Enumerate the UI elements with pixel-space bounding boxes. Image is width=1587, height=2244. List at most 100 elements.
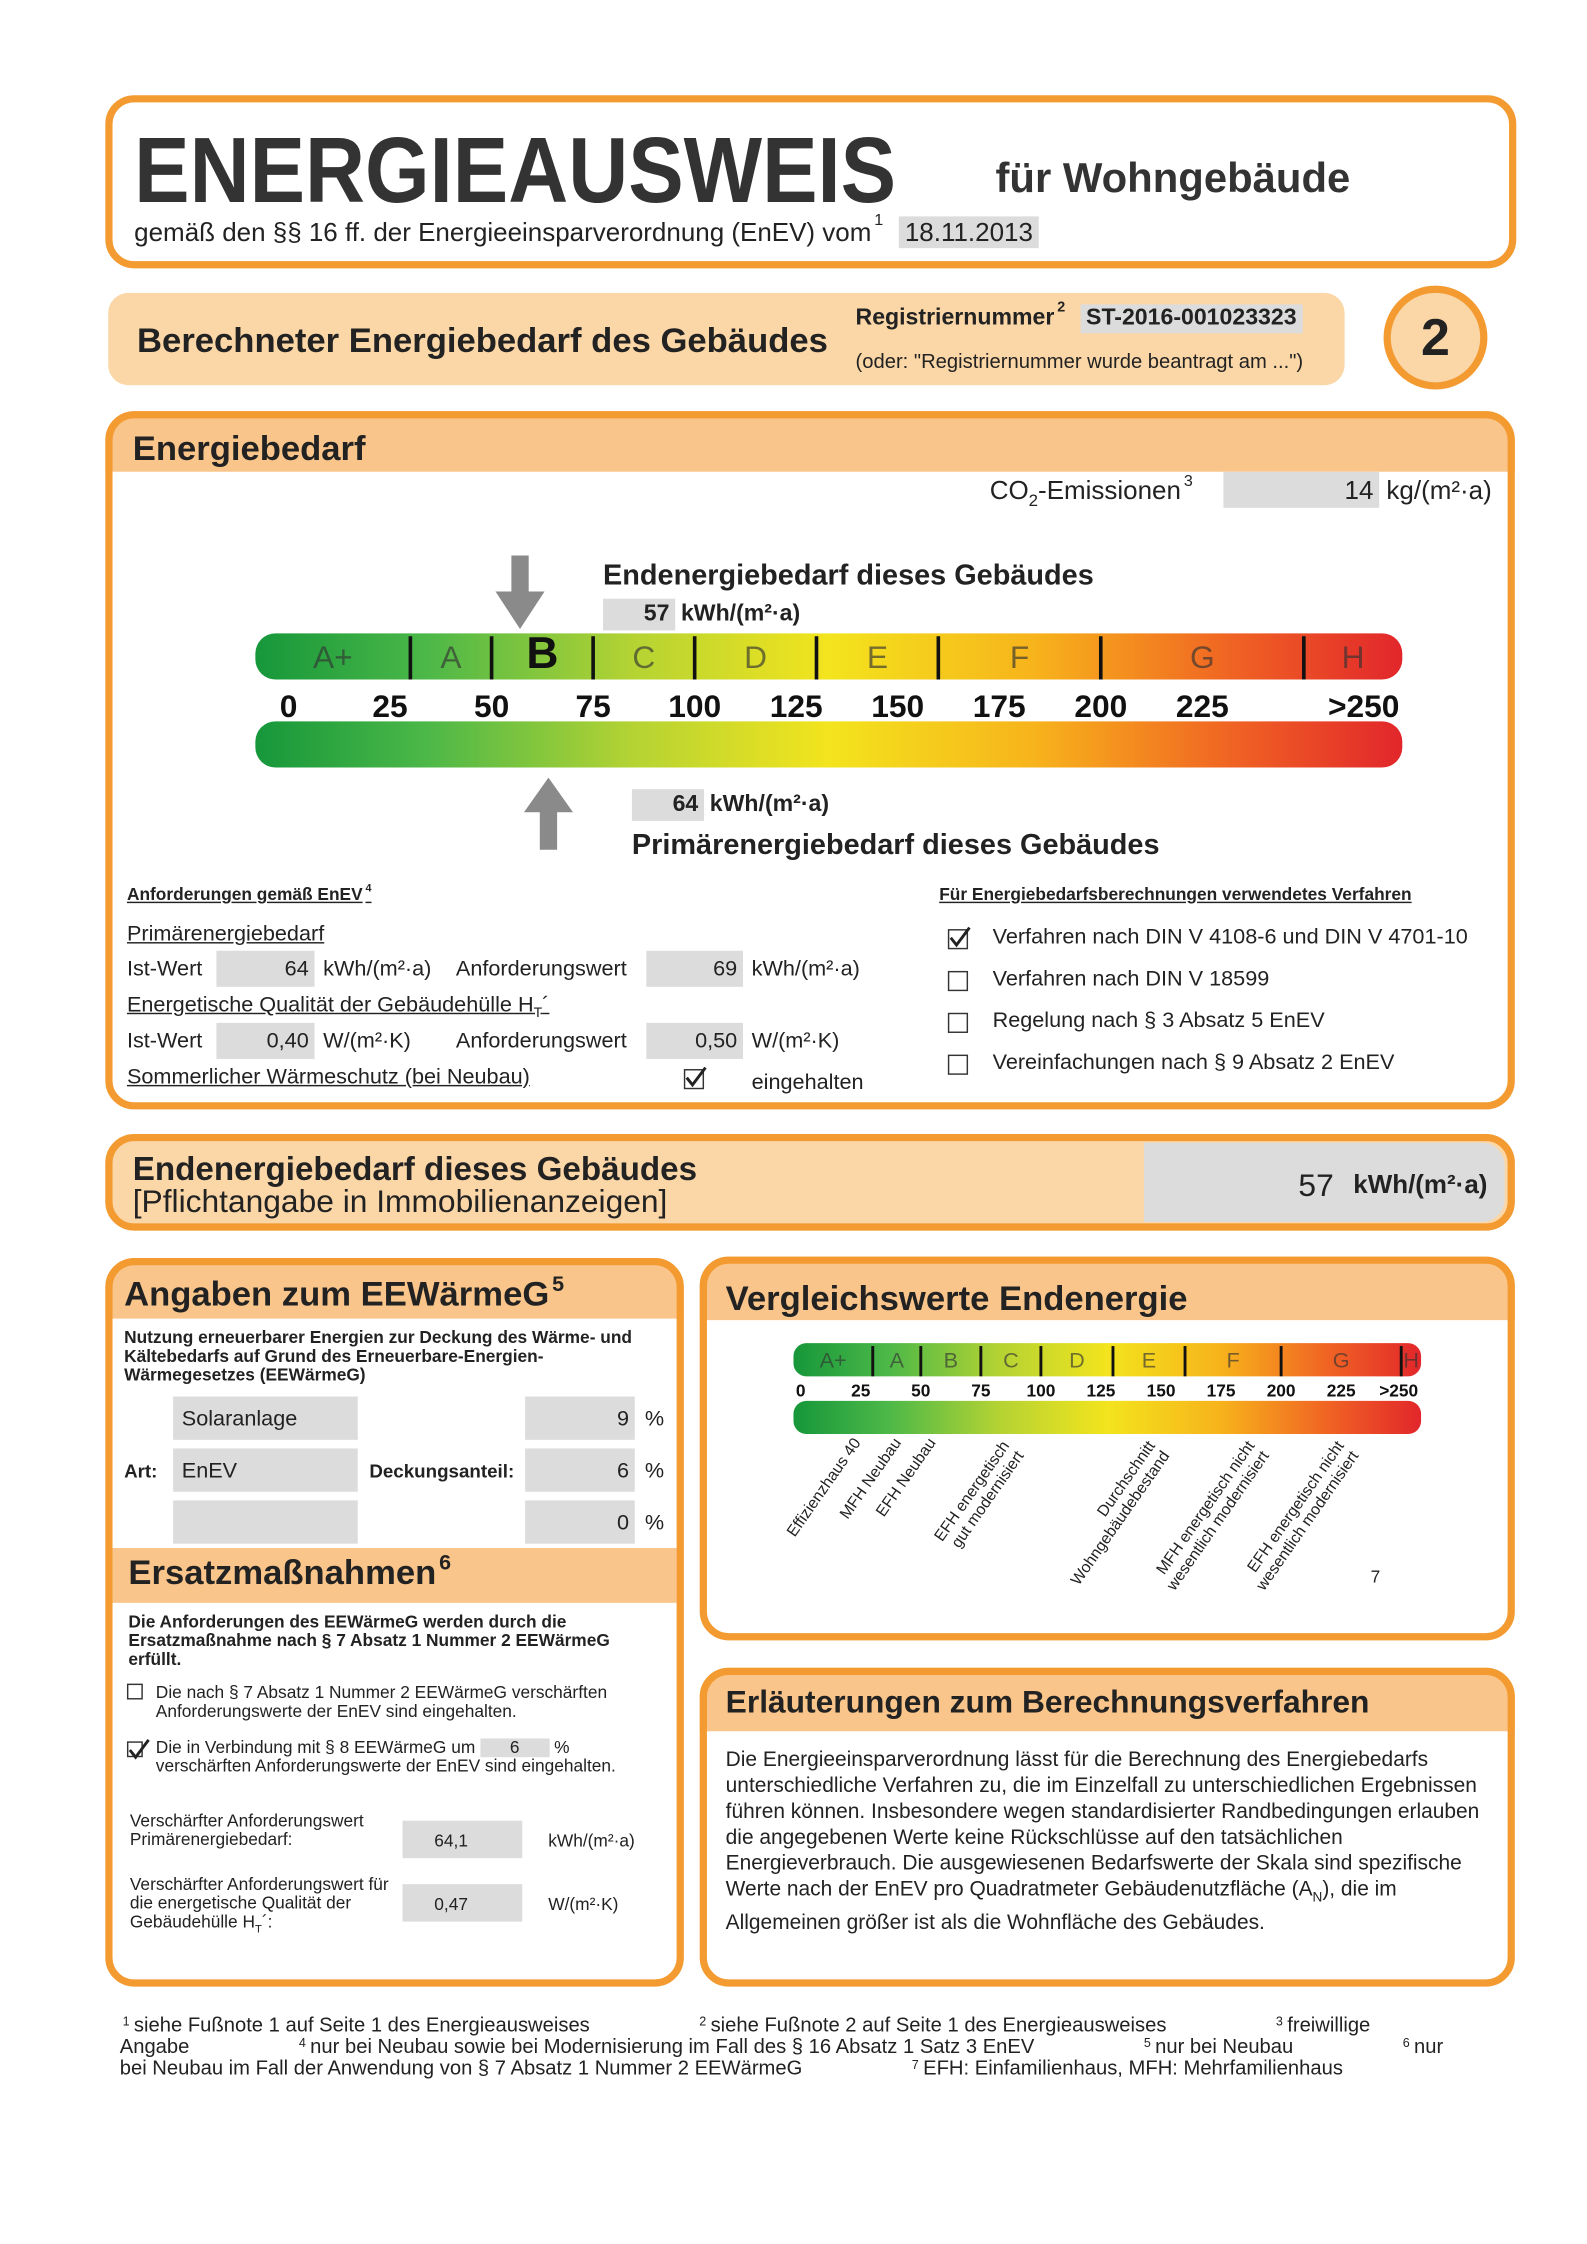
- class-label: E: [867, 639, 888, 675]
- summer-title: Sommerlicher Wärmeschutz (bei Neubau): [126, 1064, 530, 1090]
- share-label: Deckungsanteil:: [369, 1460, 515, 1482]
- class-label: G: [1333, 1348, 1350, 1373]
- eewaermeg-heading: Angaben zum EEWärmeG 5: [124, 1275, 564, 1315]
- ersatz-heading: Ersatzmaßnahmen 6: [128, 1553, 451, 1592]
- co2-label-text: CO: [989, 476, 1029, 505]
- scale-tick-label: 125: [770, 688, 823, 724]
- checkbox: [947, 970, 969, 992]
- footnote-text: siehe Fußnote 2 auf Seite 1 des Energiea…: [710, 2012, 1167, 2036]
- ersatz-text: Die Anforderungen des EEWärmeG werden du…: [128, 1611, 610, 1670]
- check-stroke: [685, 1066, 707, 1088]
- footnote-mark: 6: [439, 1552, 452, 1576]
- header-line: gemäß den §§ 16 ff. der Energieeinsparve…: [134, 213, 1039, 249]
- pflicht-value: 57: [1298, 1167, 1334, 1204]
- art-label: Art:: [124, 1460, 158, 1482]
- class-label: G: [1190, 639, 1215, 675]
- unit: kWh/(m²·a): [751, 956, 860, 982]
- co2-label-rest: -Emissionen: [1038, 476, 1181, 505]
- check-mark: [685, 1066, 707, 1088]
- scale-tick-label: 225: [1327, 1381, 1356, 1401]
- anforderung-label: Anforderungswert: [455, 1028, 627, 1054]
- ersatz-envelope-text: Verschärfter Anforderungswert für die en…: [129, 1874, 389, 1933]
- header-line-text: gemäß den §§ 16 ff. der Energieeinsparve…: [134, 217, 872, 247]
- scale-tick-label: >250: [1379, 1381, 1418, 1401]
- check-stroke: [128, 1739, 150, 1760]
- primary-energy-arrow: [523, 777, 573, 850]
- paragraph-sub: N: [1312, 1888, 1323, 1905]
- envelope-title: Energetische Qualität der Gebäudehülle H…: [127, 994, 549, 1021]
- scale-tick-label: 0: [280, 688, 298, 724]
- checkbox: [947, 1012, 969, 1033]
- header-box: [105, 95, 1517, 269]
- primary-energy-unit: kWh/(m²·a): [709, 792, 830, 817]
- eewaermeg-description: Nutzung erneuerbarer Energien zur Deckun…: [124, 1327, 632, 1386]
- footnote-mark: 2: [1057, 300, 1066, 316]
- scale-tick-label: 200: [1267, 1381, 1296, 1401]
- check-stroke: [949, 926, 971, 948]
- ist-label: Ist-Wert: [126, 956, 203, 982]
- unit: W/(m²·K): [548, 1894, 619, 1915]
- footnote-mark: 2: [699, 2014, 707, 2029]
- scale-tick-label: 75: [575, 688, 610, 724]
- end-energy-arrow: [495, 555, 545, 630]
- class-label: C: [1003, 1348, 1019, 1373]
- scale-tick-label: 175: [973, 688, 1026, 724]
- envelope-ist: 0,40: [216, 1022, 315, 1059]
- ersatz-option2: Die in Verbindung mit § 8 EEWärmeG um 6 …: [156, 1737, 616, 1776]
- scale-band: [255, 633, 1403, 680]
- method-text: Verfahren nach DIN V 18599: [992, 966, 1270, 992]
- primary-title: Primärenergiebedarf: [126, 921, 325, 947]
- erlaeuterungen-text: Die Energieeinsparverordnung lässt für d…: [726, 1747, 1483, 1936]
- comparison-label: Effizienzhaus 40: [784, 1435, 865, 1540]
- footnotes: 1 siehe Fußnote 1 auf Seite 1 des Energie…: [120, 2013, 1462, 2079]
- footnote: 5 nur bei Neubau: [1141, 2034, 1293, 2057]
- footnote-mark: 4: [365, 881, 372, 895]
- eewaermeg-heading-text: Angaben zum EEWärmeG: [124, 1275, 550, 1315]
- reg-label: Registriernummer: [855, 305, 1055, 331]
- co2-label: CO2-Emissionen 3: [989, 474, 1193, 510]
- class-label: D: [744, 639, 767, 675]
- envelope-anforderung: 0,50: [646, 1022, 743, 1059]
- art-box: [173, 1396, 358, 1440]
- class-label: E: [1142, 1348, 1156, 1373]
- footnote-mark: 5: [1143, 2035, 1151, 2051]
- footnote: 1 siehe Fußnote 1 auf Seite 1 des Energie…: [120, 2013, 590, 2036]
- footnote-mark: 1: [122, 2014, 130, 2029]
- ersatz-primary-value: 64,1: [402, 1820, 523, 1859]
- heading-band: [105, 1258, 684, 1319]
- requirements-heading-text: Anforderungen gemäß EnEV: [126, 884, 363, 905]
- checkbox: [126, 1683, 143, 1700]
- class-label: A: [890, 1348, 905, 1373]
- scale-tick-label: 200: [1074, 688, 1127, 724]
- scale-tick-label: 225: [1176, 688, 1229, 724]
- check-mark: [128, 1739, 150, 1760]
- checkbox: [947, 1054, 969, 1075]
- unit: kWh/(m²·a): [548, 1830, 635, 1851]
- title: ENERGIEAUSWEIS: [134, 118, 897, 223]
- method-text: Vereinfachungen nach § 9 Absatz 2 EnEV: [992, 1050, 1395, 1075]
- scale-tick-label: 0: [796, 1381, 806, 1401]
- ersatz-envelope-end: ´:: [261, 1912, 273, 1933]
- art-box: [173, 1448, 358, 1492]
- primary-ist: 64: [216, 950, 315, 987]
- unit: W/(m²·K): [751, 1028, 840, 1054]
- page-number: 2: [1383, 285, 1488, 390]
- scale-tick-label: 150: [871, 688, 924, 724]
- check-mark: [949, 926, 971, 948]
- footnote-mark: 3: [1183, 473, 1193, 491]
- ersatz-option1: Die nach § 7 Absatz 1 Nummer 2 EEWärmeG …: [155, 1682, 608, 1722]
- co2-value: 14: [1223, 471, 1380, 508]
- reg-note: (oder: "Registriernummer wurde beantragt…: [855, 349, 1304, 373]
- vergleich-heading: Vergleichswerte Endenergie: [725, 1279, 1188, 1319]
- registration: Registriernummer 2 ST-2016-001023323: [855, 301, 1303, 334]
- footnote: 2 siehe Fußnote 2 auf Seite 1 des Energie…: [696, 2013, 1166, 2036]
- scale-tick-label: 100: [668, 688, 721, 724]
- checkbox: [683, 1066, 707, 1090]
- ersatz-envelope-label: Verschärfter Anforderungswert für die en…: [129, 1874, 404, 1937]
- vergleich-box: [699, 1256, 1515, 1641]
- pflicht-title: Endenergiebedarf dieses Gebäudes: [132, 1149, 698, 1188]
- end-energy-label: Endenergiebedarf dieses Gebäudes: [603, 559, 1094, 592]
- end-energy-value: 57: [603, 598, 676, 631]
- class-label: F: [1010, 639, 1029, 675]
